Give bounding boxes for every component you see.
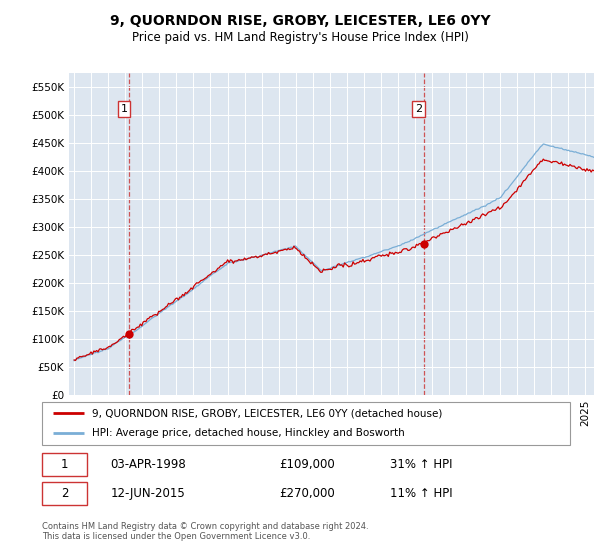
Text: 11% ↑ HPI: 11% ↑ HPI [391,487,453,501]
Text: 12-JUN-2015: 12-JUN-2015 [110,487,185,501]
Text: 31% ↑ HPI: 31% ↑ HPI [391,458,453,472]
Text: 2: 2 [415,104,422,114]
Text: 2: 2 [61,487,68,501]
Text: HPI: Average price, detached house, Hinckley and Bosworth: HPI: Average price, detached house, Hinc… [92,428,405,438]
Text: £270,000: £270,000 [280,487,335,501]
FancyBboxPatch shape [42,482,87,505]
FancyBboxPatch shape [42,454,87,477]
Text: Price paid vs. HM Land Registry's House Price Index (HPI): Price paid vs. HM Land Registry's House … [131,31,469,44]
Text: 9, QUORNDON RISE, GROBY, LEICESTER, LE6 0YY (detached house): 9, QUORNDON RISE, GROBY, LEICESTER, LE6 … [92,408,443,418]
Text: Contains HM Land Registry data © Crown copyright and database right 2024.
This d: Contains HM Land Registry data © Crown c… [42,522,368,542]
Text: 1: 1 [121,104,127,114]
Text: 1: 1 [61,458,68,472]
Text: 9, QUORNDON RISE, GROBY, LEICESTER, LE6 0YY: 9, QUORNDON RISE, GROBY, LEICESTER, LE6 … [110,14,490,28]
Text: 03-APR-1998: 03-APR-1998 [110,458,187,472]
Text: £109,000: £109,000 [280,458,335,472]
